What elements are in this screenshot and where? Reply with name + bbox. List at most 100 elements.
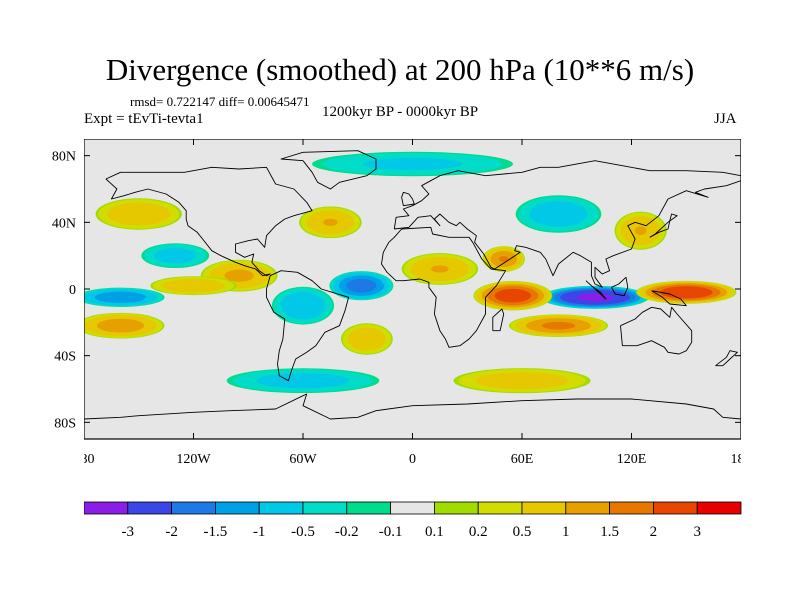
- colorbar-swatch: [302, 501, 348, 515]
- new-guinea-outline: [651, 290, 687, 307]
- divergence-field: [84, 151, 737, 394]
- lat-label: 40N: [52, 216, 76, 231]
- lat-label: 80N: [52, 150, 76, 165]
- contour-level: [256, 373, 350, 389]
- lon-label: 60E: [511, 452, 534, 467]
- colorbar-swatch: [521, 501, 567, 515]
- anomaly-east-pacific-convergence: [84, 287, 165, 307]
- colorbar-swatch: [609, 501, 654, 515]
- contour-level: [541, 321, 576, 330]
- anomaly-equatorial-pacific-divergence: [150, 276, 237, 296]
- colorbar-swatch: [258, 501, 304, 515]
- north-america-outline: [105, 166, 313, 277]
- new-zealand-outline: [715, 350, 738, 367]
- lon-label: 120E: [617, 452, 647, 467]
- colorbar-swatch: [127, 501, 172, 515]
- colorbar-swatch: [84, 501, 129, 515]
- anomaly-south-pacific-divergence: [84, 312, 165, 339]
- contour-level: [634, 226, 647, 236]
- contour-level: [346, 278, 377, 293]
- lon-label: 180: [84, 452, 95, 467]
- colorbar-label: 1.5: [600, 524, 619, 540]
- lon-label: 120W: [176, 452, 211, 467]
- japan-outline: [649, 213, 678, 238]
- great-britain-outline: [401, 191, 415, 207]
- anomaly-arabia-divergence: [482, 246, 525, 272]
- colorbar-label: 0.2: [469, 524, 488, 540]
- lon-label: 0: [409, 452, 416, 467]
- lon-label: 180: [731, 452, 742, 467]
- anomaly-south-atlantic-divergence: [340, 323, 393, 355]
- contour-level: [280, 291, 326, 320]
- colorbar-swatch: [477, 501, 523, 515]
- anomaly-south-america-convergence: [271, 286, 335, 325]
- contour-level: [659, 286, 713, 299]
- colorbar-label: 0.5: [513, 524, 532, 540]
- colorbar-label: -0.2: [335, 524, 359, 540]
- colorbar-label: 2: [650, 524, 658, 540]
- colorbar-swatch: [171, 501, 216, 515]
- borneo-outline: [611, 276, 629, 297]
- colorbar-label: -0.5: [291, 524, 315, 540]
- experiment-label: Expt = tEvTi-tevta1: [84, 111, 204, 127]
- lon-label: 60W: [289, 452, 317, 467]
- contour-level: [494, 288, 532, 303]
- anomaly-maritime-continent-divergence: [636, 280, 737, 304]
- anomaly-southern-ocean-divergence: [453, 368, 591, 394]
- anomaly-arctic-convergence: [312, 151, 513, 177]
- africa-outline: [381, 226, 507, 348]
- anomaly-equatorial-atlantic-convergence: [329, 271, 394, 301]
- contour-level: [498, 256, 509, 262]
- contour-level: [362, 157, 463, 171]
- anomaly-southern-ocean-convergence: [226, 368, 380, 394]
- colorbar-label: -0.1: [379, 524, 403, 540]
- contour-level: [224, 269, 254, 282]
- colorbar-label: 3: [693, 524, 701, 540]
- colorbar-swatch: [565, 501, 610, 515]
- lat-label: 0: [69, 283, 76, 298]
- anomaly-north-atlantic-divergence: [299, 206, 362, 239]
- colorbar-label: 0.1: [425, 524, 444, 540]
- greenland-outline: [280, 150, 377, 190]
- colorbar-swatch: [214, 501, 260, 515]
- anomaly-asia-convergence: [515, 195, 602, 233]
- plot-title: Divergence (smoothed) at 200 hPa (10**6 …: [105, 52, 695, 87]
- anomaly-east-asia-divergence: [614, 211, 667, 250]
- eurasia-outline: [393, 160, 741, 288]
- lat-label: 80S: [54, 416, 76, 431]
- contour-level: [323, 218, 338, 226]
- australia-outline: [620, 306, 693, 355]
- lat-label-column: 80N 40N 0 40S 80S: [52, 150, 76, 432]
- contour-level: [529, 201, 588, 227]
- south-america-outline: [266, 270, 350, 382]
- colorbar-label: 1: [562, 524, 570, 540]
- lat-label: 40S: [54, 350, 76, 365]
- colorbar: -3 -2 -1.5 -1 -0.5 -0.2 -0.1 0.1 0.2 0.5 1 1.5 2 3: [84, 501, 742, 540]
- period-label: 1200kyr BP - 0000kyr BP: [322, 104, 479, 120]
- antarctica-outline: [84, 393, 741, 420]
- colorbar-swatch: [653, 501, 698, 515]
- contour-level: [162, 278, 225, 293]
- sumatra-outline: [585, 280, 607, 300]
- colorbar-swatch: [346, 501, 391, 515]
- anomaly-east-indian-ocean-convergence: [541, 285, 649, 309]
- contour-level: [577, 293, 613, 302]
- colorbar-label: -1.5: [204, 524, 228, 540]
- anomaly-south-indian-ocean-band: [508, 314, 609, 337]
- coastlines: [84, 150, 741, 420]
- contour-level: [94, 291, 147, 303]
- season-label: JJA: [714, 111, 737, 127]
- madagascar-outline: [492, 308, 505, 332]
- colorbar-swatch: [433, 501, 479, 515]
- colorbar-label: -1: [253, 524, 266, 540]
- contour-level: [96, 318, 145, 333]
- contour-level: [348, 327, 386, 351]
- stats-line: rmsd= 0.722147 diff= 0.00645471: [130, 94, 310, 109]
- contour-level: [475, 372, 569, 390]
- axis-ticks: 180 120W 60W 0 60E 120E 180: [84, 139, 741, 467]
- contour-level: [154, 248, 196, 264]
- contour-level: [431, 265, 449, 273]
- contour-level: [107, 202, 171, 226]
- divergence-map: 180 120W 60W 0 60E 120E 180: [84, 139, 741, 467]
- anomaly-north-africa-divergence: [401, 253, 479, 285]
